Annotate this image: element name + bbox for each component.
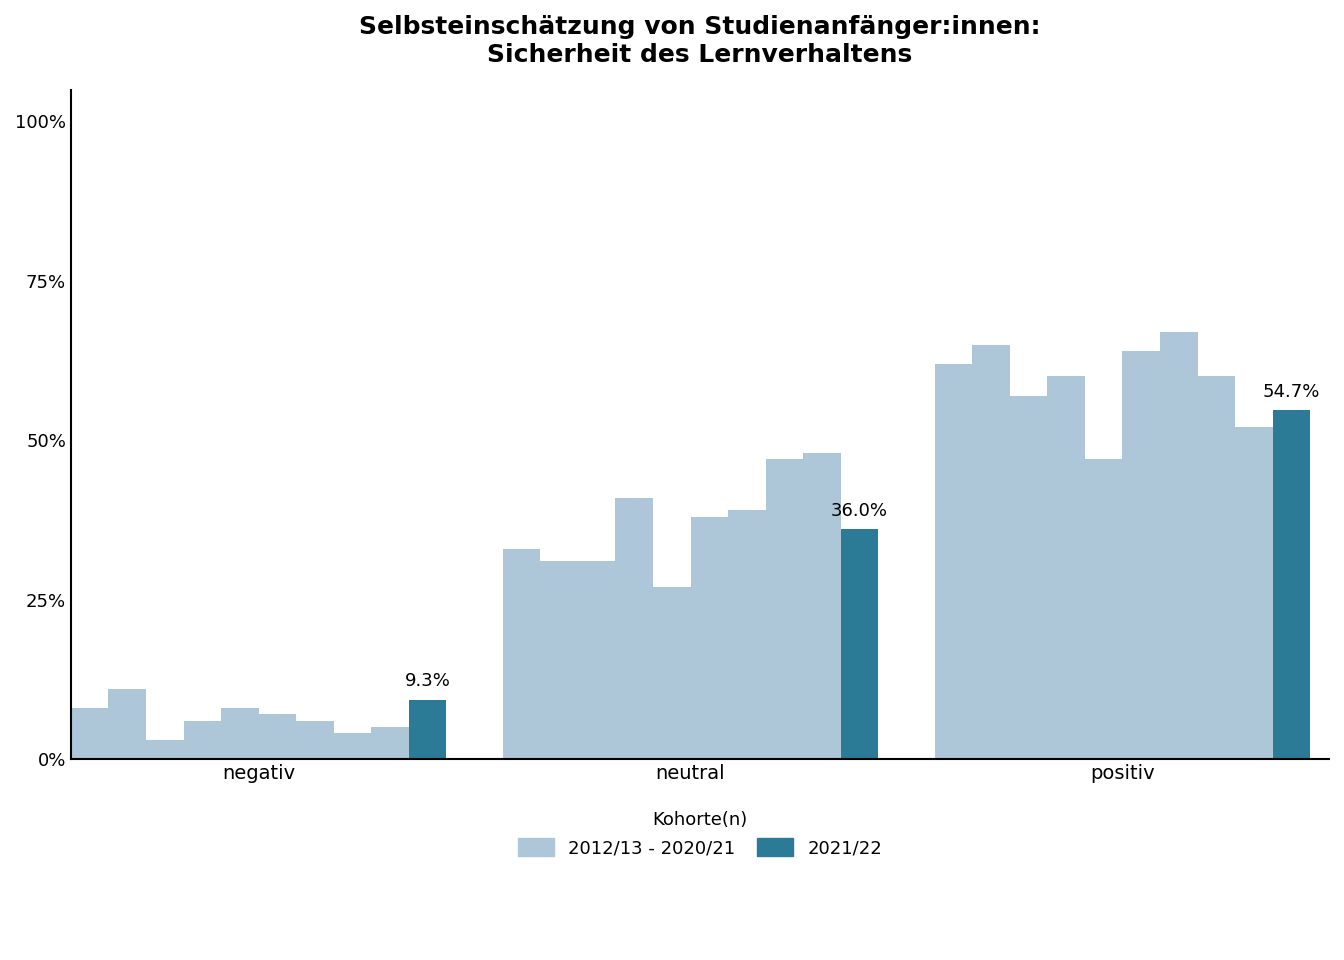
Bar — [540, 562, 578, 759]
Bar — [804, 453, 841, 759]
Bar — [1122, 351, 1160, 759]
Bar — [1235, 427, 1273, 759]
Bar — [184, 721, 220, 759]
Bar — [146, 740, 184, 759]
Bar — [578, 562, 616, 759]
Text: 9.3%: 9.3% — [405, 672, 450, 690]
Bar — [1047, 376, 1085, 759]
Bar — [109, 689, 146, 759]
Bar — [371, 727, 409, 759]
Bar — [616, 497, 653, 759]
Bar — [1273, 410, 1310, 759]
Bar — [653, 587, 691, 759]
Bar — [296, 721, 333, 759]
Bar — [691, 516, 728, 759]
Bar — [333, 733, 371, 759]
Bar — [1198, 376, 1235, 759]
Title: Selbsteinschätzung von Studienanfänger:innen:
Sicherheit des Lernverhaltens: Selbsteinschätzung von Studienanfänger:i… — [359, 15, 1040, 67]
Text: 54.7%: 54.7% — [1263, 383, 1320, 400]
Bar — [71, 708, 109, 759]
Bar — [258, 714, 296, 759]
Bar — [409, 700, 446, 759]
Bar — [934, 364, 972, 759]
Bar — [841, 530, 879, 759]
Bar — [503, 548, 540, 759]
Bar — [1009, 396, 1047, 759]
Bar — [1160, 332, 1198, 759]
Text: 36.0%: 36.0% — [831, 502, 888, 520]
Bar — [728, 511, 766, 759]
Bar — [972, 345, 1009, 759]
Legend: 2012/13 - 2020/21, 2021/22: 2012/13 - 2020/21, 2021/22 — [517, 810, 882, 857]
Bar — [766, 459, 804, 759]
Bar — [1085, 459, 1122, 759]
Bar — [220, 708, 258, 759]
